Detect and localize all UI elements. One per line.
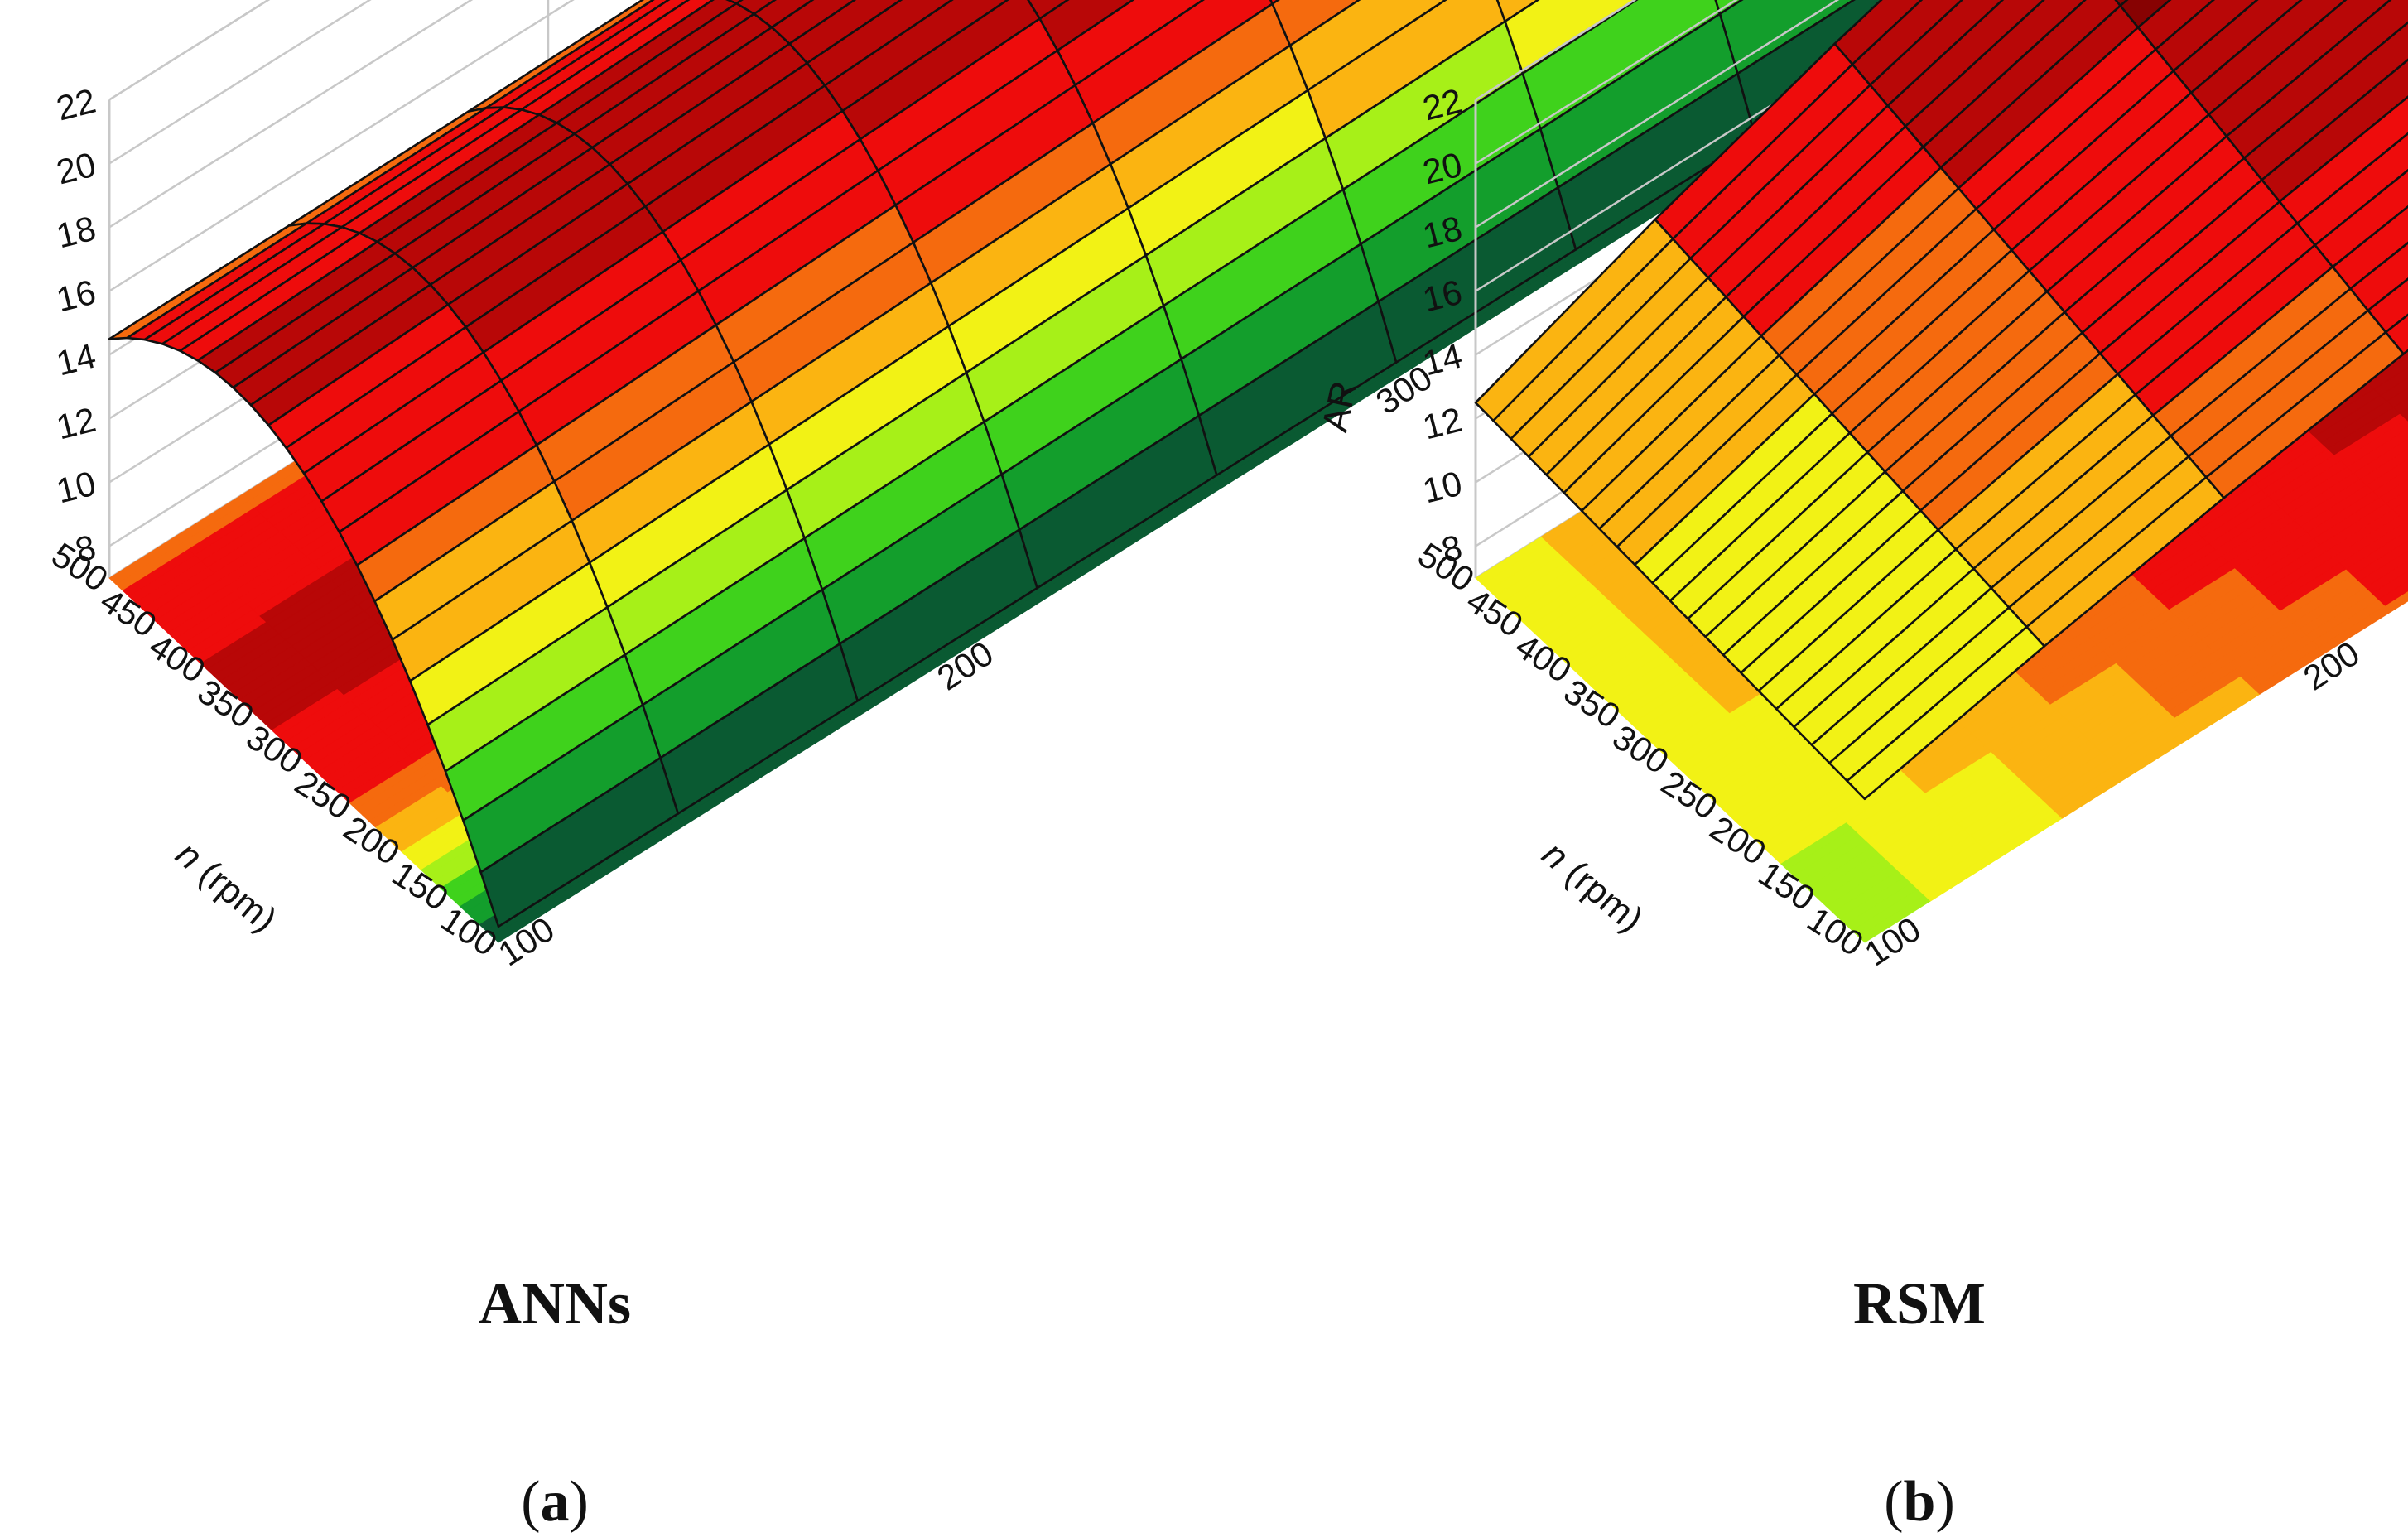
z-tick-label: 12	[52, 400, 99, 447]
n-axis-title: n (rpm)	[168, 834, 284, 941]
z-tick-label: 10	[52, 464, 99, 511]
surface-cell	[479, 756, 680, 928]
panel-b-rsm-chart: 8101214161820221001502002503003504004505…	[1314, 0, 2408, 974]
z-tick-label: 16	[52, 272, 99, 320]
z-tick-label: 14	[52, 336, 99, 383]
z-tick-label: 18	[52, 209, 99, 256]
n-tick-label: 500	[45, 535, 114, 600]
z-tick-label: 22	[52, 81, 99, 128]
n-axis-title-unit: (rpm)	[184, 846, 284, 940]
z-tick-label: 20	[52, 145, 99, 192]
surface-mesh	[108, 0, 1975, 928]
